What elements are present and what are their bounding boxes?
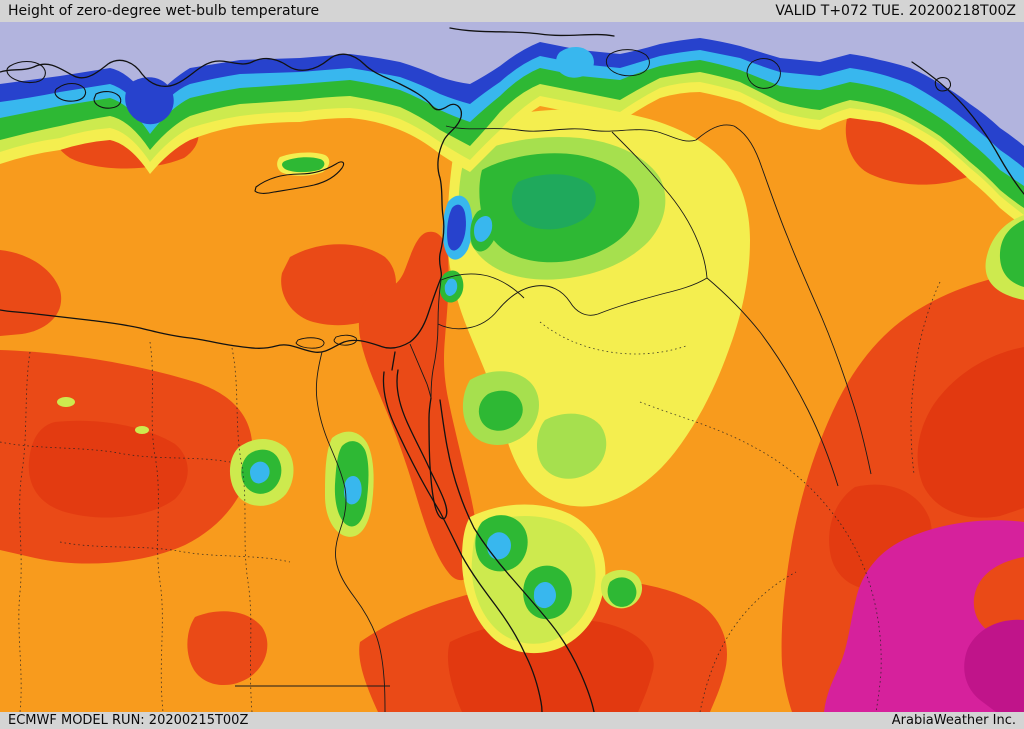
red-region-southleft	[187, 611, 268, 686]
cyan-core-lebanon-east	[474, 215, 493, 242]
aegean-island-2	[54, 82, 87, 102]
green-dash-cyprus	[282, 157, 325, 173]
weather-map	[0, 22, 1024, 712]
cyprus-island	[254, 161, 345, 194]
aegean-island-3	[93, 91, 122, 109]
dotted-7	[699, 571, 797, 712]
cyan-spot-sinai-2	[344, 476, 362, 505]
cyan-spot-sinai-1	[250, 461, 270, 484]
green-spot-hail	[607, 577, 637, 607]
red-core-east-1	[917, 347, 1024, 518]
sea-cold-bands	[0, 22, 1024, 300]
dotted-6	[639, 401, 882, 712]
dotted-2	[149, 341, 164, 712]
lake-van	[605, 49, 650, 77]
cyan-pocket-anatolia	[556, 46, 594, 78]
red-region-rift-gulf	[358, 231, 478, 581]
mediterranean-coast	[0, 53, 462, 353]
dotted-4	[0, 441, 231, 463]
dotted-3	[231, 347, 253, 712]
border-turkey-syria-iran	[445, 124, 872, 475]
border-egypt-israel	[409, 343, 432, 399]
model-run-label: ECMWF MODEL RUN: 20200215T00Z	[8, 713, 249, 728]
admin-dotted-borders	[0, 281, 941, 712]
lightgreen-jordan-2	[536, 413, 607, 479]
dotted-5	[59, 541, 291, 563]
red-notch-in-magenta	[973, 557, 1024, 639]
lakes	[605, 49, 781, 89]
blue-pocket-aegean	[125, 77, 174, 125]
footer-bar: ECMWF MODEL RUN: 20200215T00Z ArabiaWeat…	[0, 712, 1024, 729]
dotted-1	[18, 351, 31, 712]
red-core-egypt	[28, 420, 188, 518]
teal-core-syria	[511, 174, 596, 230]
border-syria-iraq-jordan	[437, 131, 708, 330]
page-title: Height of zero-degree wet-bulb temperatu…	[8, 3, 320, 19]
black-sea-coast	[449, 27, 615, 37]
lake-urmia	[746, 58, 781, 89]
caspian-islet	[934, 77, 952, 92]
header-bar: Height of zero-degree wet-bulb temperatu…	[0, 0, 1024, 22]
arabia-redsea-coast	[439, 399, 595, 712]
cyan-spot-midian-south	[533, 582, 556, 609]
egypt-redsea-coast	[382, 371, 543, 712]
caspian-coast	[911, 61, 1024, 195]
aegean-island-1	[6, 60, 46, 84]
deep-magenta-core	[964, 619, 1024, 712]
cyan-spot-midian-north	[487, 532, 511, 560]
cyan-spot-hermon	[444, 278, 458, 296]
green-core-jordan	[478, 390, 523, 431]
delta-lagoon-2	[333, 334, 358, 346]
valid-time-label: VALID T+072 TUE. 20200218T00Z	[775, 3, 1016, 19]
speck-1	[57, 397, 75, 407]
delta-lagoon-1	[295, 337, 325, 349]
speck-2	[135, 426, 149, 434]
border-israel-jordan	[430, 279, 442, 399]
band-lavender	[0, 22, 1024, 146]
blue-core-lebanon-west	[447, 204, 466, 251]
temperature-field	[0, 22, 1024, 712]
dotted-8	[910, 281, 941, 475]
rivers	[315, 351, 386, 712]
attribution-label: ArabiaWeather Inc.	[891, 713, 1016, 728]
border-jordan-syria	[440, 273, 525, 299]
map-container	[0, 22, 1024, 712]
border-iraq-saudi	[706, 277, 839, 487]
country-borders	[235, 124, 872, 687]
suez-canal	[391, 351, 396, 371]
green-strip-rightedge	[999, 220, 1024, 287]
coastlines	[0, 27, 1024, 712]
sinai-coast	[396, 369, 448, 520]
nile-river	[315, 351, 386, 712]
